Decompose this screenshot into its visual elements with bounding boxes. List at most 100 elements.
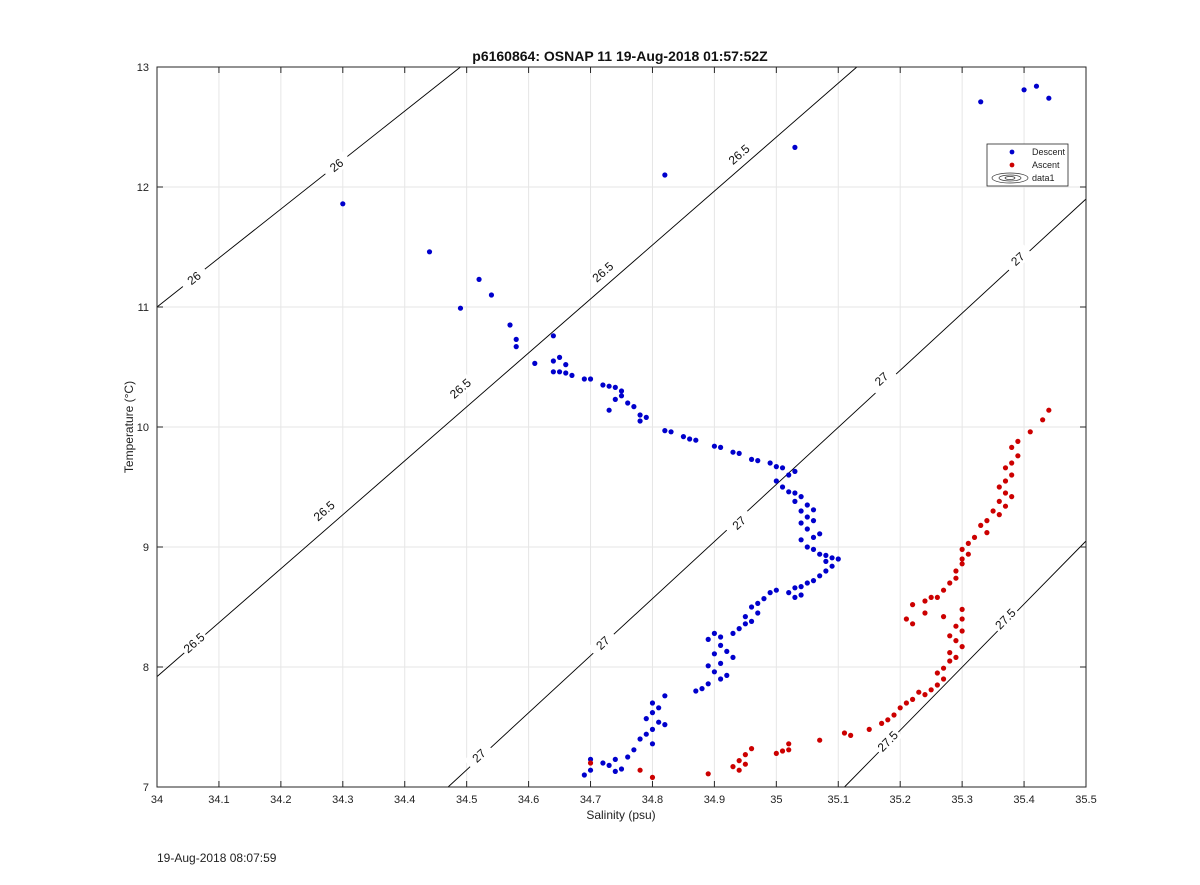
descent-point (711, 443, 718, 449)
descent-point (792, 585, 798, 591)
ascent-point (891, 712, 897, 718)
ascent-point (947, 633, 953, 639)
descent-point (625, 754, 631, 760)
ascent-point (947, 658, 953, 664)
descent-point (649, 741, 656, 747)
descent-point (668, 429, 674, 435)
x-tick-label: 34.6 (518, 794, 539, 806)
x-tick-label: 34.5 (456, 794, 477, 806)
ascent-point (1009, 460, 1015, 466)
descent-point (798, 537, 804, 543)
isopycnal-label-bg (464, 741, 495, 771)
descent-point (656, 719, 662, 725)
descent-point (612, 384, 618, 390)
descent-point (705, 636, 711, 643)
descent-point (556, 369, 563, 375)
descent-point (600, 760, 606, 766)
y-tick-label: 9 (143, 542, 149, 554)
ascent-point (922, 598, 928, 604)
ascent-point (879, 720, 885, 727)
descent-point (804, 514, 810, 520)
isopycnal-label-bg (178, 264, 210, 293)
descent-point (618, 388, 625, 394)
descent-point (792, 490, 798, 496)
descent-point (798, 584, 804, 590)
x-tick-label: 35 (770, 794, 782, 806)
descent-point (767, 460, 773, 466)
chart-title: p6160864: OSNAP 11 19-Aug-2018 01:57:52Z (472, 48, 768, 64)
descent-point (1046, 95, 1052, 101)
isopycnal-line (156, 66, 461, 308)
descent-point (550, 369, 556, 375)
isopycnal-label-bg (587, 257, 619, 287)
ascent-point (1009, 444, 1015, 450)
ascent-point (897, 705, 903, 711)
ascent-point (1009, 494, 1015, 500)
ascent-point (965, 551, 971, 557)
descent-point (779, 484, 786, 490)
y-tick-label: 7 (143, 782, 149, 794)
legend-ascent-label: Ascent (1032, 160, 1060, 170)
descent-point (804, 544, 810, 550)
ascent-point (959, 546, 965, 553)
descent-point (817, 573, 823, 579)
legend-descent-marker (1009, 149, 1015, 155)
descent-point (755, 458, 761, 464)
y-axis-ticks: 7 8 9 10 11 12 13 (137, 62, 1086, 794)
descent-point (810, 507, 817, 513)
series-ascent (587, 407, 1052, 781)
descent-point (810, 546, 817, 553)
ascent-point (996, 498, 1002, 504)
ascent-point (928, 687, 934, 693)
ascent-point (748, 746, 755, 752)
x-tick-label: 35.3 (951, 794, 972, 806)
descent-point (662, 172, 668, 178)
ascent-point (773, 750, 779, 757)
descent-point (823, 552, 829, 559)
ascent-point (705, 771, 711, 777)
ascent-point (903, 700, 909, 706)
descent-point (587, 376, 594, 382)
ascent-point (940, 614, 947, 620)
ascent-point (959, 606, 965, 613)
ascent-point (959, 616, 965, 622)
descent-point (631, 747, 637, 753)
descent-point (730, 449, 736, 455)
isopycnal-label-bg (724, 140, 755, 170)
descent-point (711, 651, 718, 657)
y-tick-label: 13 (137, 62, 149, 74)
descent-point (823, 558, 829, 565)
isopycnal-label-bg (587, 628, 618, 658)
ascent-point (779, 748, 786, 754)
descent-point (817, 551, 823, 557)
ascent-point (1002, 490, 1009, 496)
ascent-point (959, 561, 965, 567)
x-tick-label: 34.7 (580, 794, 601, 806)
ascent-point (1002, 465, 1009, 471)
ascent-point (984, 518, 990, 524)
descent-point (835, 556, 841, 562)
descent-point (606, 383, 612, 389)
descent-point (693, 688, 699, 694)
x-tick-label: 34.3 (332, 794, 353, 806)
ascent-point (1027, 429, 1033, 435)
ascent-point (817, 737, 823, 743)
descent-point (550, 358, 556, 364)
descent-point (792, 468, 798, 474)
descent-point (786, 489, 792, 495)
descent-point (581, 376, 587, 382)
ascent-point (953, 575, 959, 581)
isopycnal-line (156, 66, 858, 677)
legend: Descent Ascent data1 (986, 143, 1069, 187)
ascent-point (984, 530, 990, 536)
ascent-point (959, 628, 965, 634)
descent-point (755, 600, 761, 607)
descent-point (829, 563, 835, 569)
descent-point (736, 626, 742, 632)
ascent-point (965, 540, 971, 547)
descent-point (532, 360, 538, 366)
descent-point (792, 144, 798, 150)
descent-point (587, 756, 594, 763)
descent-point (643, 731, 649, 737)
